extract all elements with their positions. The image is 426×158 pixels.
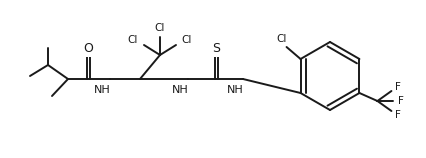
Text: F: F <box>394 110 400 120</box>
Text: F: F <box>394 82 400 92</box>
Text: NH: NH <box>94 85 110 95</box>
Text: NH: NH <box>227 85 243 95</box>
Text: S: S <box>213 43 221 55</box>
Text: NH: NH <box>172 85 188 95</box>
Text: Cl: Cl <box>276 34 287 44</box>
Text: Cl: Cl <box>182 35 192 45</box>
Text: O: O <box>83 43 93 55</box>
Text: F: F <box>397 96 403 106</box>
Text: Cl: Cl <box>128 35 138 45</box>
Text: Cl: Cl <box>155 23 165 33</box>
